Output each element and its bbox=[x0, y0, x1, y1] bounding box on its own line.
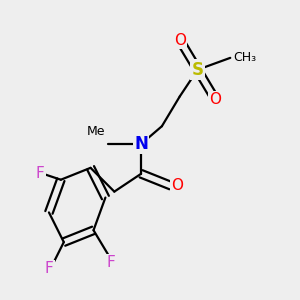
Text: Me: Me bbox=[87, 125, 105, 138]
Text: O: O bbox=[174, 32, 186, 47]
Text: N: N bbox=[134, 135, 148, 153]
Text: CH₃: CH₃ bbox=[233, 51, 256, 64]
Text: F: F bbox=[107, 255, 116, 270]
Text: S: S bbox=[192, 61, 204, 79]
Text: O: O bbox=[171, 178, 183, 193]
Text: O: O bbox=[209, 92, 221, 107]
Text: F: F bbox=[45, 261, 53, 276]
Text: F: F bbox=[36, 166, 44, 181]
